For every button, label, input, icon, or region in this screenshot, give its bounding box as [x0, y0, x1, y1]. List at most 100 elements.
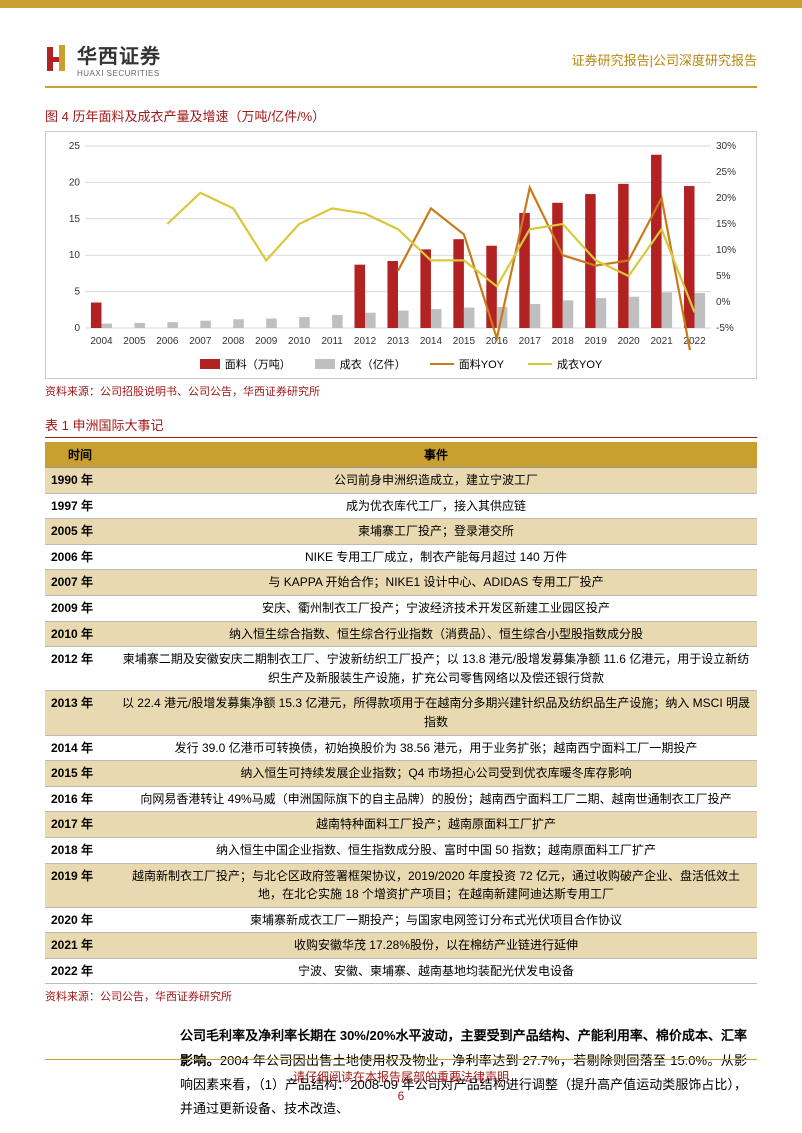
table-header-row: 时间 事件 [45, 442, 757, 468]
header-subtitle: 证券研究报告|公司深度研究报告 [572, 50, 757, 69]
cell-event: 收购安徽华茂 17.28%股份，以在棉纺产业链进行延伸 [115, 933, 757, 959]
top-gold-bar [0, 0, 802, 8]
svg-text:20: 20 [69, 177, 81, 188]
svg-text:2010: 2010 [288, 336, 311, 347]
combo-chart: 0510152025-5%0%5%10%15%20%25%30%20042005… [50, 140, 752, 350]
svg-text:2020: 2020 [618, 336, 641, 347]
cell-year: 2018 年 [45, 837, 115, 863]
cell-event: 柬埔寨工厂投产；登录港交所 [115, 519, 757, 545]
svg-text:15%: 15% [716, 219, 736, 230]
cell-year: 2006 年 [45, 544, 115, 570]
logo-text-en: HUAXI SECURITIES [77, 69, 161, 78]
svg-text:2012: 2012 [354, 336, 377, 347]
legend-fabric-yoy: 面料YOY [430, 356, 504, 372]
chart-title: 图 4 历年面料及成衣产量及增速（万吨/亿件/%） [45, 106, 757, 125]
table-row: 2005 年柬埔寨工厂投产；登录港交所 [45, 519, 757, 545]
svg-text:2009: 2009 [255, 336, 278, 347]
events-table: 时间 事件 1990 年公司前身申洲织造成立，建立宁波工厂1997 年成为优衣库… [45, 442, 757, 984]
page-number: 6 [45, 1089, 757, 1103]
table-row: 2015 年纳入恒生可持续发展企业指数；Q4 市场担心公司受到优衣库暖冬库存影响 [45, 761, 757, 787]
svg-text:2013: 2013 [387, 336, 410, 347]
cell-event: 纳入恒生中国企业指数、恒生指数成分股、富时中国 50 指数；越南原面料工厂扩产 [115, 837, 757, 863]
footer-rule [45, 1059, 757, 1061]
cell-year: 2017 年 [45, 812, 115, 838]
cell-event: 越南新制衣工厂投产；与北仑区政府签署框架协议，2019/2020 年度投资 72… [115, 863, 757, 907]
cell-event: 柬埔寨二期及安徽安庆二期制衣工厂、宁波新纺织工厂投产；以 13.8 港元/股增发… [115, 647, 757, 691]
svg-text:2019: 2019 [585, 336, 608, 347]
cell-year: 2022 年 [45, 958, 115, 984]
legend-fabric-bar: 面料（万吨） [200, 356, 291, 372]
cell-year: 2012 年 [45, 647, 115, 691]
svg-text:20%: 20% [716, 193, 736, 204]
cell-year: 2019 年 [45, 863, 115, 907]
svg-text:2008: 2008 [222, 336, 245, 347]
cell-year: 2015 年 [45, 761, 115, 787]
logo-text-cn: 华西证券 [77, 40, 161, 69]
cell-event: 柬埔寨新成衣工厂一期投产；与国家电网签订分布式光伏项目合作协议 [115, 907, 757, 933]
cell-event: 发行 39.0 亿港币可转换债，初始换股价为 38.56 港元，用于业务扩张；越… [115, 735, 757, 761]
svg-text:2017: 2017 [519, 336, 542, 347]
table-row: 2018 年纳入恒生中国企业指数、恒生指数成分股、富时中国 50 指数；越南原面… [45, 837, 757, 863]
svg-text:2005: 2005 [123, 336, 146, 347]
svg-text:-5%: -5% [716, 323, 734, 334]
legend-garment-bar: 成衣（亿件） [315, 356, 406, 372]
cell-year: 2020 年 [45, 907, 115, 933]
svg-text:10%: 10% [716, 245, 736, 256]
cell-year: 1997 年 [45, 493, 115, 519]
table-row: 2010 年纳入恒生综合指数、恒生综合行业指数（消费品）、恒生综合小型股指数成分… [45, 621, 757, 647]
table-row: 2016 年向网易香港转让 49%马威（申洲国际旗下的自主品牌）的股份；越南西宁… [45, 786, 757, 812]
svg-text:2007: 2007 [189, 336, 212, 347]
cell-event: 宁波、安徽、柬埔寨、越南基地均装配光伏发电设备 [115, 958, 757, 984]
cell-event: 与 KAPPA 开始合作；NIKE1 设计中心、ADIDAS 专用工厂投产 [115, 570, 757, 596]
svg-text:30%: 30% [716, 141, 736, 152]
col-event: 事件 [115, 442, 757, 468]
chart-container: 0510152025-5%0%5%10%15%20%25%30%20042005… [45, 131, 757, 379]
cell-year: 2016 年 [45, 786, 115, 812]
svg-text:2014: 2014 [420, 336, 443, 347]
cell-event: NIKE 专用工厂成立，制衣产能每月超过 140 万件 [115, 544, 757, 570]
svg-text:2011: 2011 [321, 336, 343, 347]
cell-year: 2007 年 [45, 570, 115, 596]
cell-event: 向网易香港转让 49%马威（申洲国际旗下的自主品牌）的股份；越南西宁面料工厂二期… [115, 786, 757, 812]
svg-text:0: 0 [74, 323, 80, 334]
header-rule [45, 86, 757, 88]
svg-text:25: 25 [69, 141, 81, 152]
table-row: 2013 年以 22.4 港元/股增发募集净额 15.3 亿港元，所得款项用于在… [45, 691, 757, 735]
cell-year: 1990 年 [45, 468, 115, 494]
footer-notice: 请仔细阅读在本报告尾部的重要法律声明 [45, 1068, 757, 1085]
table-row: 1997 年成为优衣库代工厂，接入其供应链 [45, 493, 757, 519]
cell-event: 安庆、衢州制衣工厂投产；宁波经济技术开发区新建工业园区投产 [115, 595, 757, 621]
cell-event: 纳入恒生可持续发展企业指数；Q4 市场担心公司受到优衣库暖冬库存影响 [115, 761, 757, 787]
svg-text:5: 5 [74, 287, 80, 298]
table-source: 资料来源：公司公告，华西证券研究所 [45, 988, 757, 1004]
table-row: 2021 年收购安徽华茂 17.28%股份，以在棉纺产业链进行延伸 [45, 933, 757, 959]
chart-source: 资料来源：公司招股说明书、公司公告，华西证券研究所 [45, 383, 757, 399]
table-row: 2007 年与 KAPPA 开始合作；NIKE1 设计中心、ADIDAS 专用工… [45, 570, 757, 596]
svg-text:10: 10 [69, 250, 81, 261]
table-row: 2020 年柬埔寨新成衣工厂一期投产；与国家电网签订分布式光伏项目合作协议 [45, 907, 757, 933]
svg-text:2006: 2006 [156, 336, 179, 347]
table-row: 1990 年公司前身申洲织造成立，建立宁波工厂 [45, 468, 757, 494]
cell-year: 2005 年 [45, 519, 115, 545]
svg-text:2021: 2021 [650, 336, 673, 347]
svg-text:2004: 2004 [90, 336, 113, 347]
cell-year: 2021 年 [45, 933, 115, 959]
cell-year: 2009 年 [45, 595, 115, 621]
svg-text:15: 15 [69, 214, 81, 225]
table-row: 2014 年发行 39.0 亿港币可转换债，初始换股价为 38.56 港元，用于… [45, 735, 757, 761]
cell-event: 纳入恒生综合指数、恒生综合行业指数（消费品）、恒生综合小型股指数成分股 [115, 621, 757, 647]
cell-event: 公司前身申洲织造成立，建立宁波工厂 [115, 468, 757, 494]
chart-legend: 面料（万吨） 成衣（亿件） 面料YOY 成衣YOY [50, 350, 752, 374]
cell-year: 2014 年 [45, 735, 115, 761]
page-header: 华西证券 HUAXI SECURITIES 证券研究报告|公司深度研究报告 [45, 40, 757, 78]
table-row: 2006 年NIKE 专用工厂成立，制衣产能每月超过 140 万件 [45, 544, 757, 570]
cell-year: 2010 年 [45, 621, 115, 647]
logo-icon [45, 43, 71, 75]
cell-event: 成为优衣库代工厂，接入其供应链 [115, 493, 757, 519]
legend-garment-yoy: 成衣YOY [528, 356, 602, 372]
logo: 华西证券 HUAXI SECURITIES [45, 40, 161, 78]
col-year: 时间 [45, 442, 115, 468]
table-row: 2009 年安庆、衢州制衣工厂投产；宁波经济技术开发区新建工业园区投产 [45, 595, 757, 621]
cell-event: 以 22.4 港元/股增发募集净额 15.3 亿港元，所得款项用于在越南分多期兴… [115, 691, 757, 735]
page-footer: 请仔细阅读在本报告尾部的重要法律声明 6 [45, 1059, 757, 1104]
